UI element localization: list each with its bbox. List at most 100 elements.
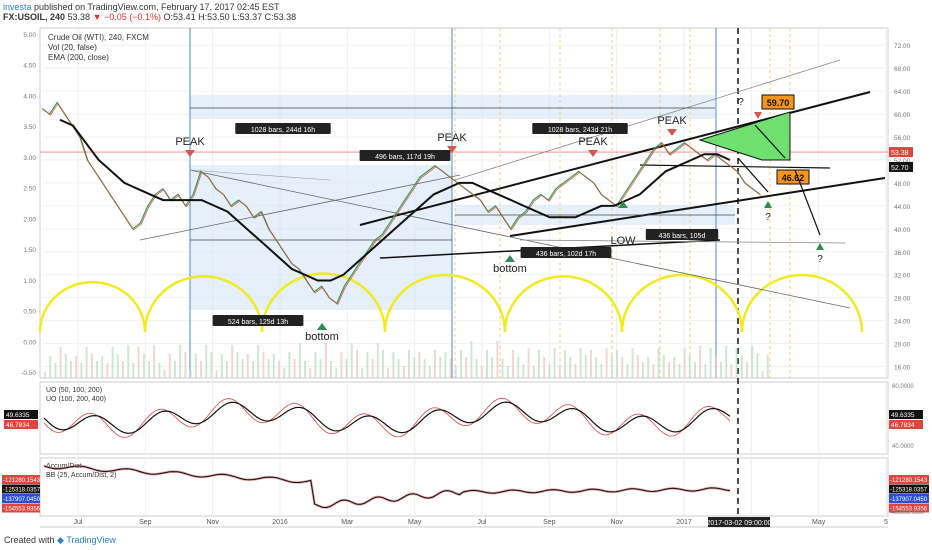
volume-bar [543, 357, 546, 378]
legend-title: Crude Oil (WTI), 240, FXCM [48, 33, 149, 42]
range-label: 1028 bars, 244d 16h [251, 127, 315, 134]
y-left-tick-label: 0.00 [23, 339, 36, 346]
y-right-tick-label: 28.00 [894, 296, 911, 303]
osc-tick: 60.0000 [892, 384, 914, 390]
acc-tick: -400000.0000 [890, 510, 924, 516]
bottom-label: bottom [305, 331, 339, 343]
volume-bar [730, 364, 733, 378]
change: ▼ −0.05 (−0.1%) [92, 12, 162, 22]
volume-bar [288, 352, 291, 378]
range-label: 1028 bars, 243d 21h [548, 127, 612, 134]
volume-bar [309, 368, 312, 378]
volume-bar [382, 350, 384, 378]
y-right-tick-label: 72.00 [894, 43, 911, 50]
volume-bar [298, 343, 301, 378]
volume-bar [751, 346, 754, 378]
osc-left-badge [4, 420, 38, 429]
acc-left-value: -154553.9356 [3, 507, 41, 513]
osc-tick: 40.0000 [892, 444, 914, 450]
range-label-bg [359, 150, 451, 161]
y-left-tick-label: 1.50 [23, 247, 36, 254]
volume-bar [137, 347, 140, 378]
volume-bar [761, 371, 764, 378]
oscillator-pane [39, 381, 889, 455]
forecast-arrow [737, 157, 769, 193]
target-box [776, 169, 810, 185]
acc-right-badge [889, 484, 929, 494]
price-pane [39, 27, 889, 379]
volume-bar [631, 348, 634, 378]
author-link[interactable]: investa [3, 2, 32, 12]
green-target-zone [698, 111, 791, 161]
current-price-label: 53.38 [891, 150, 909, 157]
volume-bar [647, 357, 650, 378]
volume-bar [673, 357, 676, 378]
publish-line: investa published on TradingView.com, Fe… [3, 2, 280, 12]
volume-bar [470, 341, 473, 378]
acc-left-value: -125318.0357 [3, 488, 41, 494]
y-right-tick-label: 68.00 [894, 66, 911, 73]
volume-bar [714, 355, 717, 378]
x-tick-label: Sep [139, 519, 152, 526]
tradingview-logo[interactable]: ◆ TradingView [57, 535, 116, 545]
axis-labels: JulSepNov2016MarMayJulSepNov2017MarMay57… [21, 32, 913, 526]
y-left-tick-label: 2.50 [23, 186, 36, 193]
target-box [761, 94, 795, 110]
volume-bar [527, 348, 530, 378]
x-tick-label: Nov [206, 519, 219, 526]
volume-bar [449, 359, 452, 378]
volume-bar [517, 357, 520, 378]
volume-bar [59, 347, 62, 378]
legend-ema: EMA (200, close) [48, 53, 109, 62]
volume-bar [688, 355, 691, 378]
legend-vol: Vol (20, false) [48, 43, 97, 52]
volume-bar [148, 361, 150, 378]
osc-right-badge [889, 410, 923, 419]
volume-bar [210, 352, 213, 378]
volume-bar [324, 343, 327, 378]
y-right-tick-label: 36.00 [894, 250, 911, 257]
cycle-arc [38, 280, 147, 333]
cycle-arc [620, 273, 744, 333]
volume-bar [486, 350, 488, 378]
volume-bar [506, 366, 509, 378]
volume-bar [756, 353, 759, 378]
acc-label-2: BB (25, Accum/Dist, 2) [46, 472, 116, 479]
volume-bar [85, 347, 88, 378]
volume-bar [70, 361, 72, 378]
volume-bar [475, 359, 478, 378]
cycle-arc [143, 275, 264, 333]
peak-arrow [667, 129, 677, 136]
volume-bar [314, 352, 317, 378]
footer: Created with ◆ TradingView [4, 535, 116, 546]
last-price: 53.38 [67, 12, 91, 22]
volume-bar [340, 352, 343, 378]
trend-line [639, 164, 831, 169]
volume-bar [694, 362, 696, 378]
volume-bar [553, 348, 556, 378]
y-left-tick-label: 4.50 [23, 63, 36, 70]
bottom-arrow [317, 323, 327, 330]
volume-bar [548, 364, 551, 378]
volume-bar [252, 361, 254, 378]
volume-bar [735, 348, 738, 378]
acc-right-value: -125318.0357 [890, 488, 928, 494]
volume-bar [226, 361, 228, 378]
osc-label-1: UO (50, 100, 200) [46, 387, 102, 394]
volume-bar [376, 343, 379, 378]
volume-bar [132, 363, 135, 378]
bottom-arrow [505, 255, 515, 262]
cycle-arc [740, 273, 864, 333]
y-right-tick-label: 56.00 [894, 135, 911, 142]
trend-lines [40, 59, 888, 309]
trend-line [139, 174, 461, 241]
osc-left-value: 46.7834 [6, 422, 30, 429]
peak-label: PEAK [437, 132, 467, 144]
x-tick-label: Mar [341, 519, 354, 526]
volume-bar [491, 357, 494, 378]
symbol-line: FX:USOIL, 240 53.38 ▼ −0.05 (−0.1%) O:53… [3, 12, 296, 22]
osc-label-2: UO (100, 200, 400) [46, 396, 106, 403]
acc-left-badge [2, 484, 40, 494]
forecast-arrow [754, 124, 786, 159]
